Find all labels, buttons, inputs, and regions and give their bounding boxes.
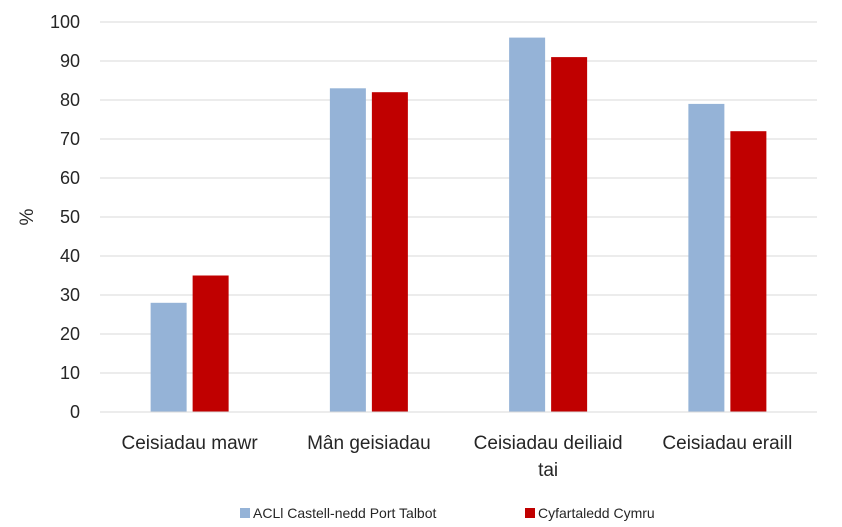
x-axis-categories: Ceisiadau mawr Mân geisiadau Ceisiadau dei… bbox=[122, 433, 793, 481]
x-category-label: Ceisiadau eraill bbox=[662, 433, 792, 454]
legend-swatch bbox=[525, 508, 535, 518]
y-tick-label: 0 bbox=[70, 402, 80, 422]
x-category-label: Ceisiadau deiliaid tai bbox=[474, 433, 623, 481]
legend-swatch bbox=[240, 508, 250, 518]
y-tick-label: 70 bbox=[60, 129, 80, 149]
y-tick-label: 20 bbox=[60, 324, 80, 344]
bar-series2 bbox=[551, 57, 588, 412]
bar-series1 bbox=[329, 88, 366, 413]
bar-series1 bbox=[150, 302, 187, 412]
x-category-label-line: Ceisiadau mawr bbox=[122, 433, 259, 454]
y-tick-label: 10 bbox=[60, 363, 80, 383]
x-category-label: Ceisiadau mawr bbox=[122, 433, 259, 454]
x-category-label-line: Mân geisiadau bbox=[307, 433, 431, 454]
legend: ACLl Castell-nedd Port Talbot Cyfartaledd… bbox=[240, 505, 655, 521]
x-category-label-line: Ceisiadau eraill bbox=[662, 433, 792, 454]
y-tick-label: 40 bbox=[60, 246, 80, 266]
y-tick-label: 80 bbox=[60, 90, 80, 110]
bar-series1 bbox=[688, 103, 725, 413]
x-category-label-line: Ceisiadau deiliaid bbox=[474, 433, 623, 454]
y-tick-label: 50 bbox=[60, 207, 80, 227]
y-axis-title: % bbox=[17, 208, 38, 225]
y-tick-label: 100 bbox=[50, 12, 80, 32]
y-tick-label: 90 bbox=[60, 51, 80, 71]
legend-label: ACLl Castell-nedd Port Talbot bbox=[253, 505, 437, 521]
x-category-label-line: tai bbox=[538, 460, 558, 481]
bar-series2 bbox=[371, 92, 408, 412]
y-tick-label: 30 bbox=[60, 285, 80, 305]
x-category-label: Mân geisiadau bbox=[307, 433, 431, 454]
bar-series1 bbox=[509, 37, 546, 412]
y-tick-label: 60 bbox=[60, 168, 80, 188]
bar-series2 bbox=[730, 131, 767, 412]
bars bbox=[150, 37, 767, 413]
y-axis-ticks: 0 10 20 30 40 50 60 70 80 90 100 bbox=[50, 12, 80, 422]
legend-label: Cyfartaledd Cymru bbox=[538, 505, 655, 521]
bar-series2 bbox=[192, 275, 229, 412]
